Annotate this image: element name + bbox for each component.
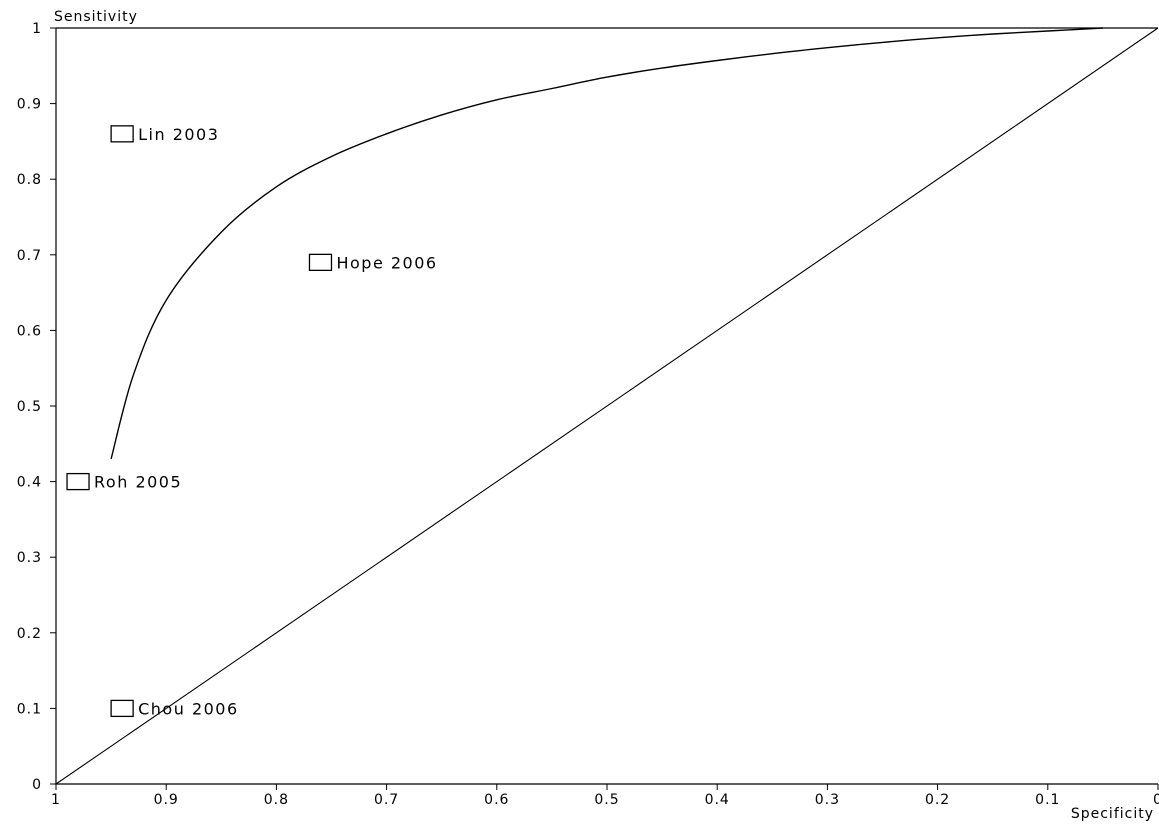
study-point-marker bbox=[110, 125, 134, 143]
x-tick-label: 0.9 bbox=[154, 792, 179, 808]
x-axis-title: Specificity bbox=[1071, 806, 1154, 822]
x-tick-label: 0.7 bbox=[374, 792, 399, 808]
x-tick-label: 0.8 bbox=[264, 792, 289, 808]
x-tick-label: 0.3 bbox=[815, 792, 840, 808]
y-tick-label: 0.6 bbox=[17, 323, 42, 339]
reference-diagonal-line bbox=[55, 27, 1159, 785]
x-tick-label: 0.4 bbox=[705, 792, 730, 808]
y-tick-label: 0.8 bbox=[17, 172, 42, 188]
y-tick-label: 0 bbox=[32, 777, 42, 793]
study-point-label: Lin 2003 bbox=[138, 125, 219, 144]
x-tick-label: 0 bbox=[1153, 792, 1159, 808]
y-axis-title: Sensitivity bbox=[54, 9, 138, 25]
study-point-marker bbox=[308, 253, 333, 272]
x-tick-label: 0.5 bbox=[594, 792, 619, 808]
axes: 0 0.1 0.2 0.3 0.4 0.5 0.6 0.7 0.8 0.9 1 1 0.9 0.8 0.7 0… bbox=[17, 21, 1159, 808]
x-tick-label: 0.1 bbox=[1035, 792, 1060, 808]
reference-line-layer bbox=[55, 27, 1159, 785]
y-tick-label: 0.7 bbox=[17, 248, 42, 264]
study-point-marker bbox=[110, 699, 134, 718]
study-point-marker bbox=[66, 472, 90, 491]
x-tick-label: 0.2 bbox=[925, 792, 950, 808]
sroc-curve-layer bbox=[110, 27, 1103, 460]
y-tick-label: 0.1 bbox=[17, 701, 42, 717]
study-points-layer: Lin 2003 Hope 2006 Roh 2005 Chou 2006 bbox=[66, 125, 437, 718]
y-tick-label: 1 bbox=[32, 21, 42, 37]
study-point-label: Roh 2005 bbox=[94, 473, 182, 492]
x-tick-label: 0.6 bbox=[484, 792, 509, 808]
y-tick-label: 0.3 bbox=[17, 550, 42, 566]
sroc-curve-line bbox=[110, 27, 1103, 460]
y-tick-label: 0.4 bbox=[17, 475, 42, 491]
y-tick-label: 0.2 bbox=[17, 626, 42, 642]
y-tick-label: 0.9 bbox=[17, 97, 42, 113]
y-tick-label: 0.5 bbox=[17, 399, 42, 415]
study-point-label: Hope 2006 bbox=[336, 253, 437, 272]
study-point-label: Chou 2006 bbox=[138, 699, 239, 718]
x-tick-label: 1 bbox=[51, 792, 61, 808]
